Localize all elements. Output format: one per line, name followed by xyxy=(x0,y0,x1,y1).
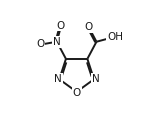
Text: O: O xyxy=(73,88,81,98)
Text: O: O xyxy=(84,22,92,32)
Text: O: O xyxy=(57,21,65,31)
Text: N: N xyxy=(91,74,99,84)
Text: N: N xyxy=(53,37,61,47)
Text: OH: OH xyxy=(107,32,123,42)
Text: O: O xyxy=(36,39,44,49)
Text: N: N xyxy=(54,74,62,84)
